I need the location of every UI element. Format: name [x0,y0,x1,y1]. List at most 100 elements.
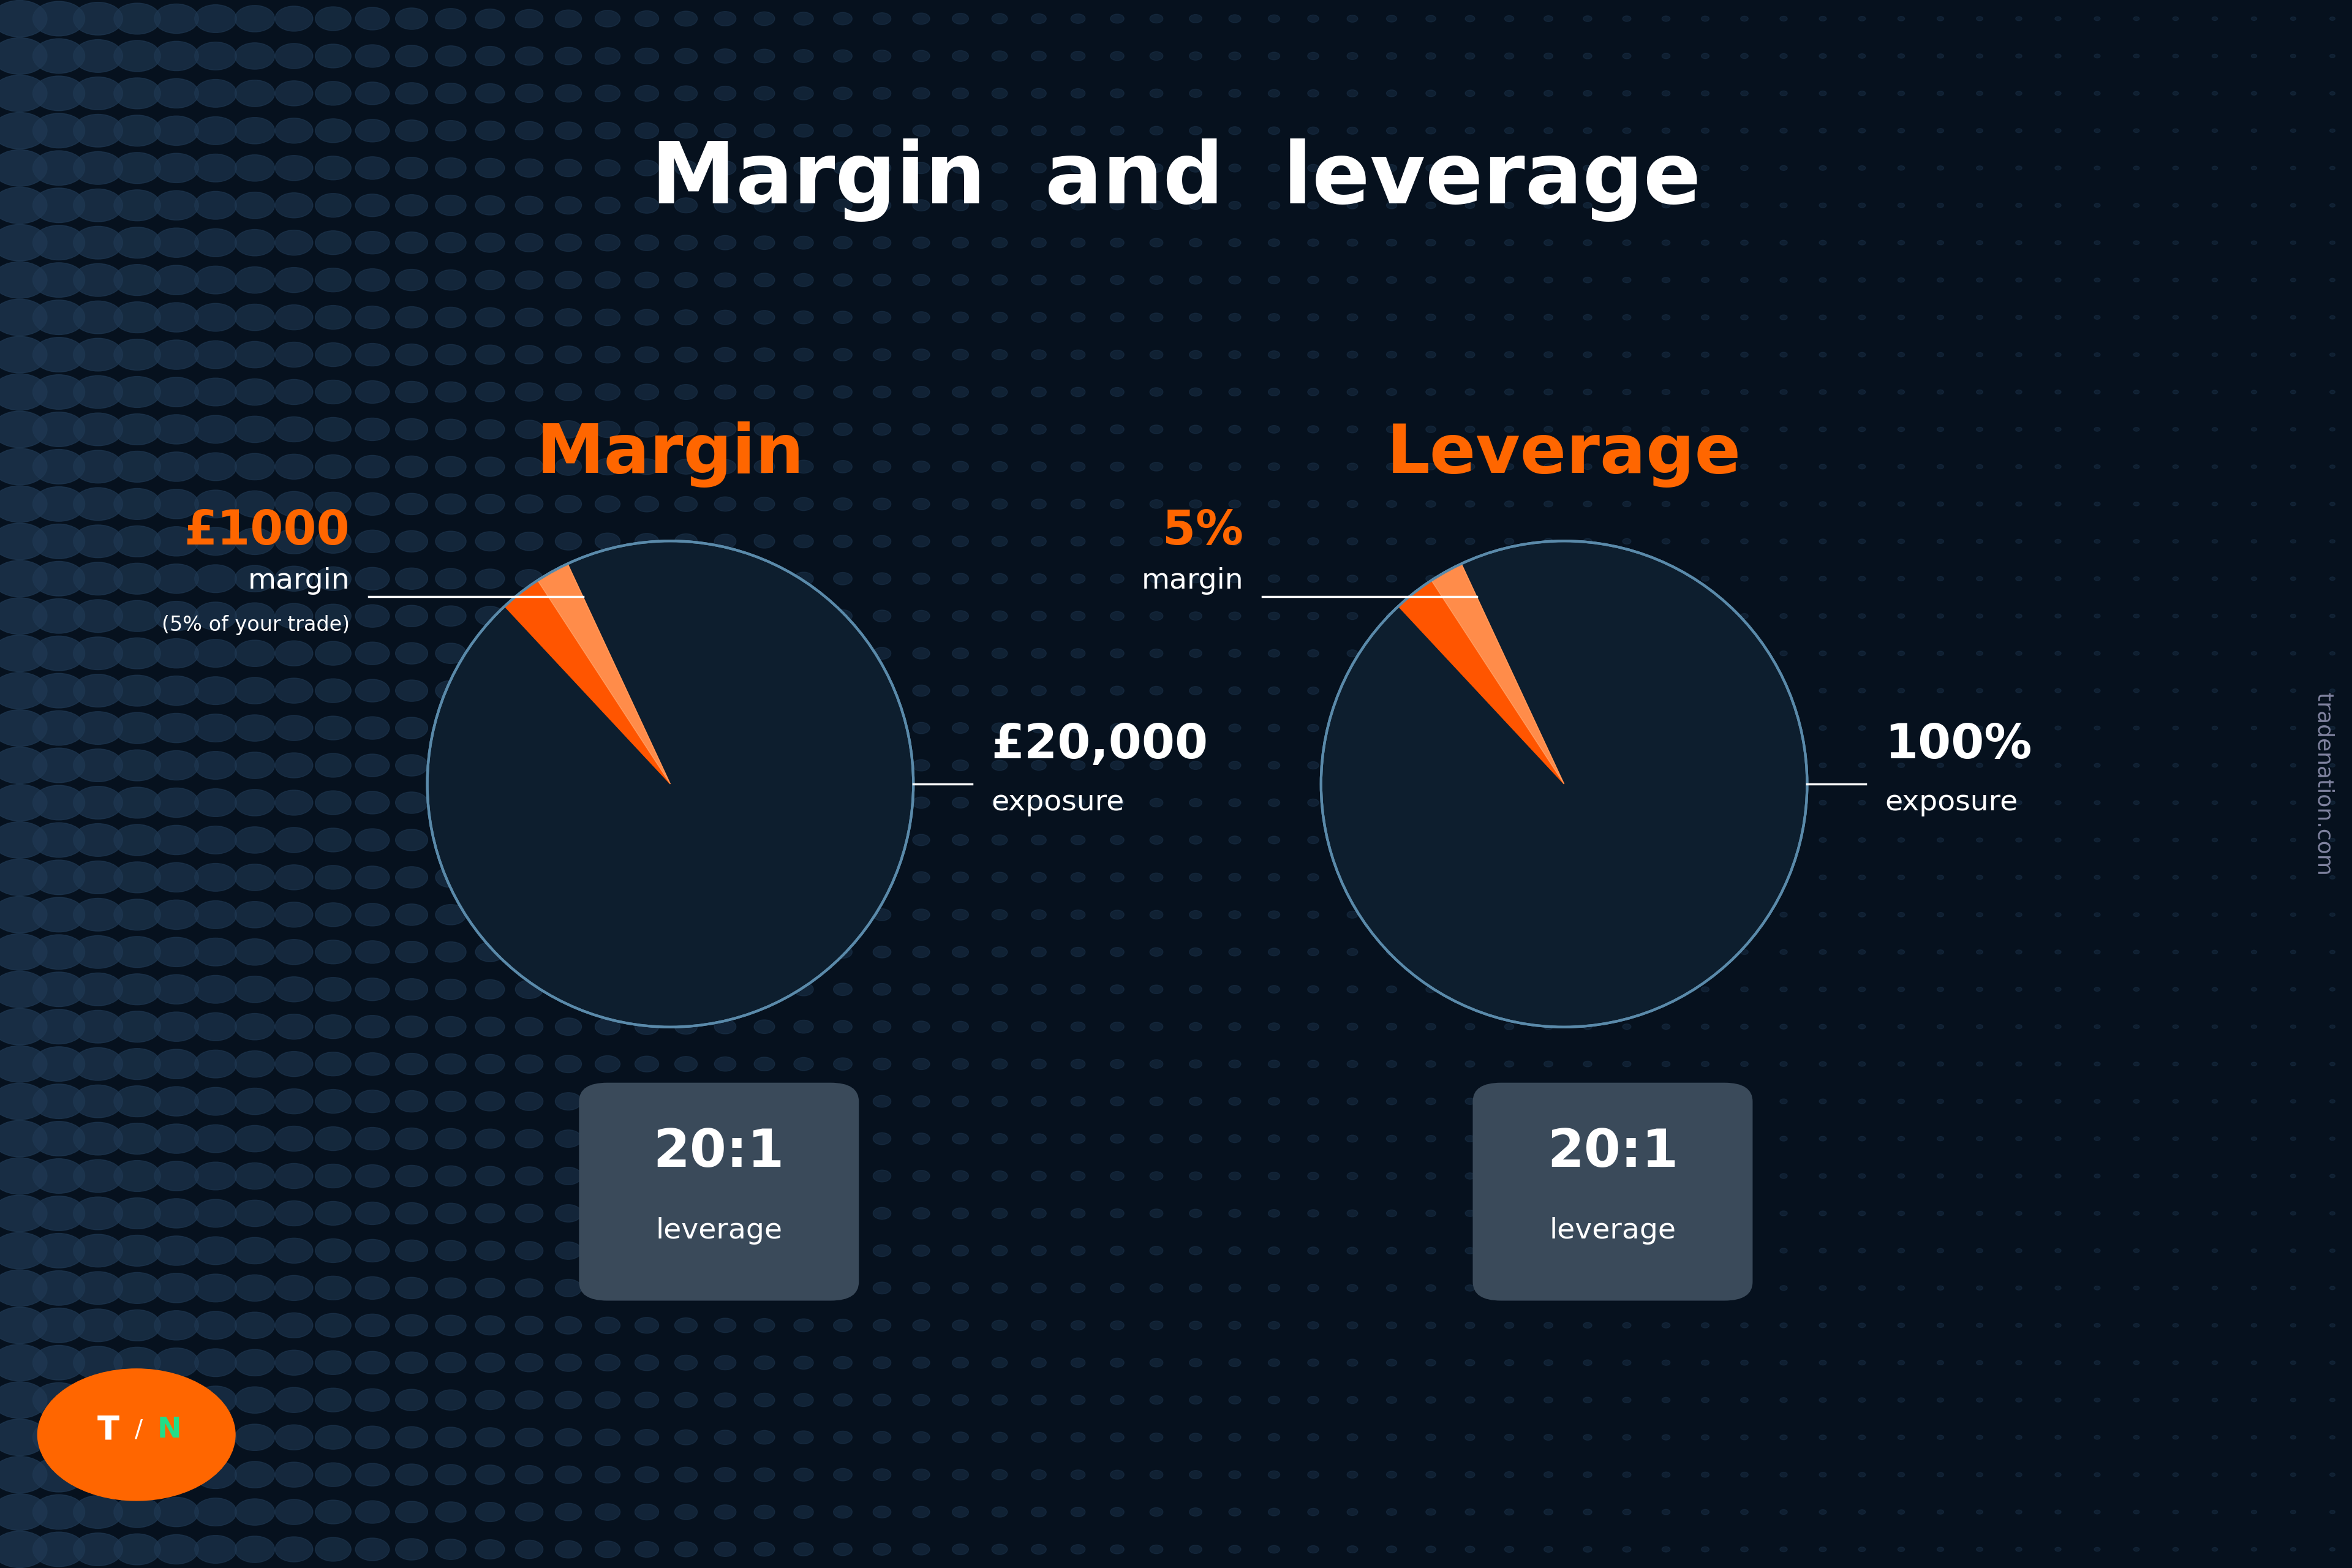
Circle shape [2251,1548,2258,1551]
Circle shape [635,1168,659,1184]
Circle shape [33,337,85,372]
Circle shape [2291,166,2296,169]
Circle shape [1780,389,1788,395]
Circle shape [275,379,313,405]
Circle shape [1700,278,1710,282]
Circle shape [2133,464,2140,469]
Circle shape [195,80,238,107]
Circle shape [73,39,122,72]
Circle shape [235,1350,275,1377]
Circle shape [0,448,47,485]
Circle shape [1110,1022,1124,1032]
Circle shape [1308,202,1319,209]
Circle shape [1663,1397,1670,1403]
Circle shape [1150,1171,1162,1181]
Circle shape [1228,911,1242,919]
Circle shape [1425,575,1435,582]
Circle shape [755,348,774,362]
Circle shape [1385,89,1397,97]
Circle shape [1150,1433,1162,1441]
Circle shape [675,347,699,362]
Circle shape [675,906,699,922]
Circle shape [1663,575,1670,582]
Circle shape [1228,612,1242,619]
Circle shape [1505,1508,1515,1515]
Circle shape [1583,127,1592,133]
Circle shape [2291,1212,2296,1215]
Circle shape [1976,464,1983,469]
Circle shape [1425,1173,1435,1179]
Circle shape [235,118,275,144]
Circle shape [33,113,85,147]
Circle shape [635,11,659,27]
Circle shape [1938,390,1943,394]
Circle shape [993,1021,1007,1032]
Circle shape [1858,688,1865,693]
Circle shape [2056,1361,2060,1364]
Circle shape [33,1421,85,1455]
Circle shape [833,1468,851,1480]
Circle shape [235,416,275,442]
Circle shape [1543,426,1552,433]
Circle shape [2133,53,2140,58]
Circle shape [73,1309,122,1342]
Circle shape [195,1162,238,1190]
Circle shape [1228,387,1242,397]
Circle shape [1030,760,1047,770]
Circle shape [2016,315,2023,320]
Circle shape [1425,351,1435,358]
Circle shape [2331,577,2336,580]
Circle shape [1030,985,1047,994]
Circle shape [2173,204,2178,207]
Circle shape [1110,125,1124,135]
Circle shape [2331,950,2336,953]
Circle shape [913,423,929,434]
Circle shape [1348,911,1357,919]
Circle shape [715,1430,736,1444]
Circle shape [2133,1435,2140,1439]
Circle shape [1898,91,1905,96]
Circle shape [1740,913,1748,917]
Circle shape [1938,502,1943,506]
Circle shape [1425,1471,1435,1479]
Circle shape [953,274,969,285]
Circle shape [1898,764,1905,768]
Circle shape [1663,426,1670,433]
Circle shape [1700,502,1710,506]
Circle shape [1976,1397,1983,1402]
Circle shape [73,599,122,632]
Circle shape [515,1204,543,1223]
Circle shape [2251,464,2258,469]
Circle shape [595,1392,621,1408]
Circle shape [1938,204,1943,207]
Circle shape [953,947,969,958]
Circle shape [2056,1099,2060,1104]
Circle shape [0,784,47,822]
Circle shape [2133,1248,2140,1253]
Circle shape [395,1501,428,1523]
Circle shape [315,530,350,554]
Circle shape [1818,1024,1828,1029]
Circle shape [1740,426,1748,431]
Circle shape [715,1094,736,1109]
Circle shape [435,345,466,365]
Circle shape [1818,875,1828,880]
Circle shape [993,125,1007,136]
Circle shape [993,798,1007,808]
Circle shape [635,533,659,549]
Circle shape [195,491,238,517]
Circle shape [833,386,851,398]
Circle shape [475,1391,506,1410]
Circle shape [2093,240,2100,245]
Circle shape [2173,950,2178,953]
Circle shape [1898,240,1905,245]
Circle shape [1818,16,1828,20]
Circle shape [1818,913,1828,917]
Circle shape [2291,17,2296,20]
Circle shape [1583,538,1592,544]
Circle shape [1110,1320,1124,1330]
Circle shape [2056,240,2060,245]
Circle shape [395,717,428,739]
Circle shape [2211,166,2218,169]
Circle shape [315,1090,350,1113]
